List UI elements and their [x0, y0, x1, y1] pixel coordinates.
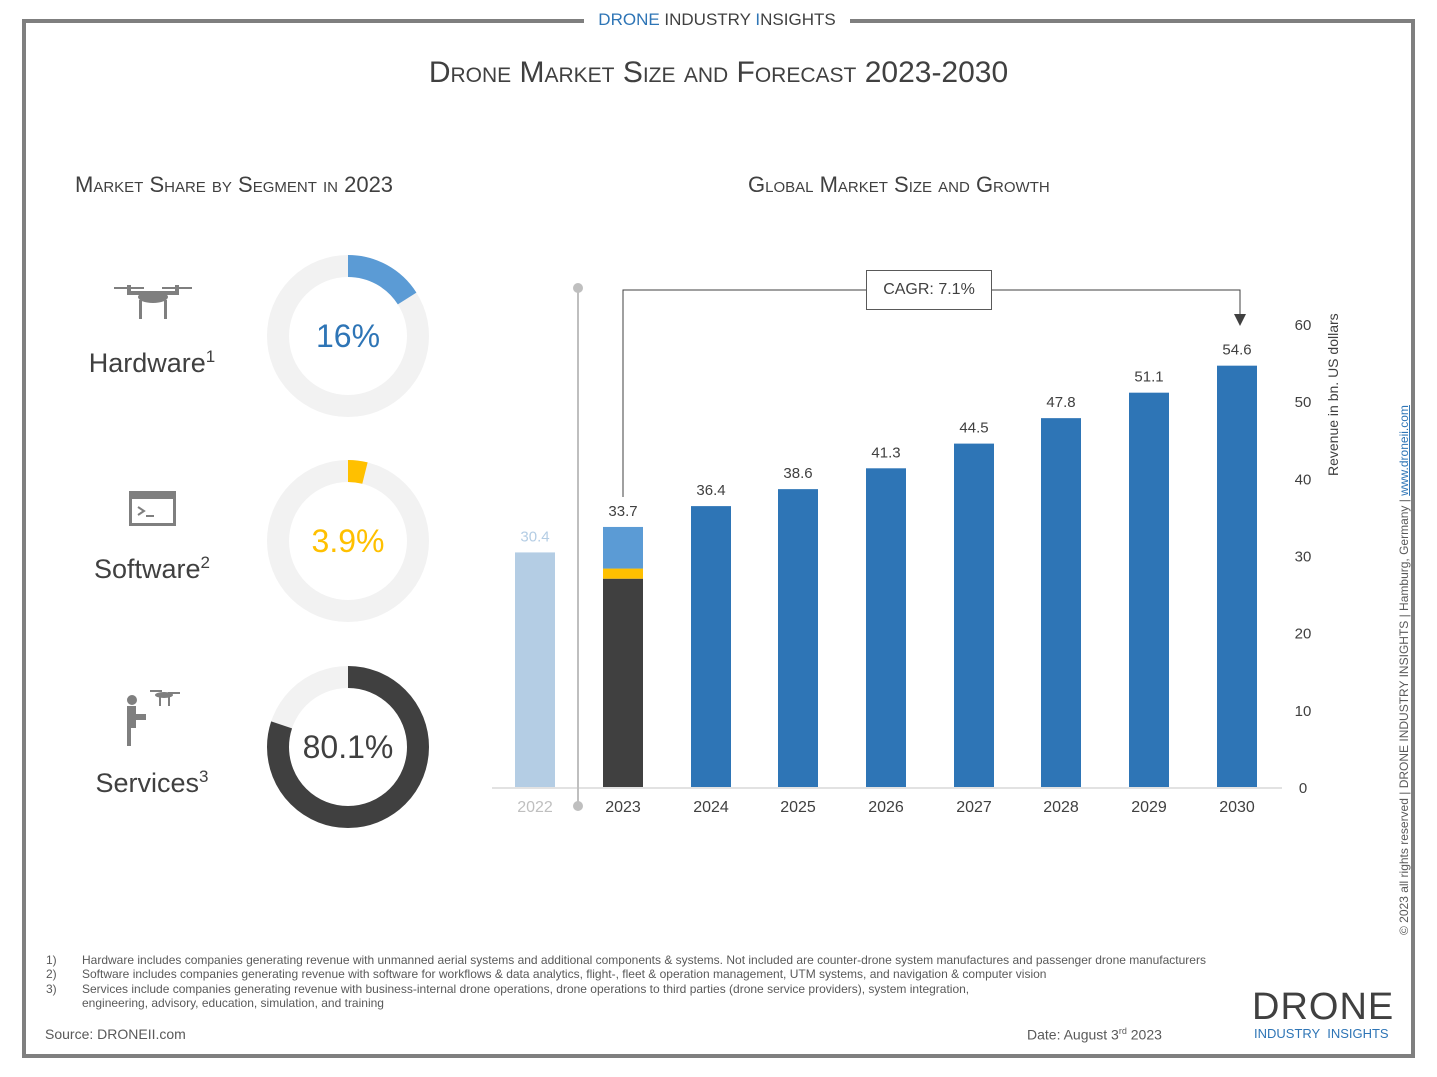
x-tick-label: 2024: [693, 799, 729, 816]
bar-2027: [954, 443, 994, 787]
bar-chart: 30.4 2022 33.7 2023 36.4 2024 38.6 2025 41.3 2026…: [492, 283, 1312, 816]
bar-2022: [515, 552, 555, 787]
hardware-share-label: 16%: [315, 318, 381, 354]
x-tick-label: 2029: [1131, 799, 1167, 816]
chart-title: Global Market Size and Growth: [748, 172, 1050, 197]
logo-industry-insights: INDUSTRY INSIGHTS: [1254, 1026, 1389, 1041]
software-share-label: 3.9%: [311, 523, 385, 559]
footnote-text: Hardware includes companies generating r…: [82, 953, 1206, 967]
source: Source: DRONEII.com: [45, 1026, 186, 1042]
bar-2025: [778, 489, 818, 787]
divider-dot: [573, 801, 583, 811]
top-brand: DRONE INDUSTRY INSIGHTS: [584, 10, 850, 30]
donut-arc-services: [267, 666, 429, 828]
drone-icon: [114, 285, 192, 319]
bar-2028: [1041, 418, 1081, 787]
footnote-text: Services include companies generating re…: [82, 981, 970, 996]
drone-pilot-icon: [127, 690, 180, 746]
y-axis-label: Revenue in bn. US dollars: [1325, 313, 1341, 476]
y-tick-label: 0: [1299, 780, 1307, 797]
footnote-text: Software includes companies generating r…: [82, 967, 1047, 982]
divider-dot: [573, 283, 583, 293]
data-label: 51.1: [1134, 369, 1163, 386]
bar-2026: [866, 468, 906, 787]
bar-segment-services: [603, 578, 643, 787]
cagr-line-left: [622, 289, 866, 497]
terminal-window-icon: [129, 491, 176, 526]
segment-label-hardware: Hardware1: [88, 347, 216, 378]
data-label: 54.6: [1222, 342, 1251, 359]
donut-charts: [267, 255, 429, 828]
bar-2030: [1217, 365, 1257, 787]
side-copyright: © 2023 all rights reserved | DRONE INDUS…: [1397, 405, 1411, 935]
x-tick-label: 2023: [605, 799, 641, 816]
x-tick-label: 2030: [1219, 799, 1255, 816]
cagr-annotation: CAGR: 7.1%: [866, 270, 992, 310]
y-tick-label: 40: [1295, 471, 1312, 488]
x-tick-label: 2028: [1043, 799, 1079, 816]
data-label: 36.4: [696, 482, 725, 499]
footnote-text: engineering, advisory, education, simula…: [82, 995, 384, 1010]
footnote-number: 1): [46, 953, 57, 967]
logo-drone: DRONE: [1252, 986, 1395, 1028]
segment-label-services: Services3: [95, 767, 209, 798]
data-label: 30.4: [520, 528, 549, 545]
data-label: 47.8: [1046, 394, 1075, 411]
y-tick-label: 50: [1295, 394, 1312, 411]
footnote-number: 2): [46, 967, 57, 982]
data-label: 44.5: [959, 420, 988, 437]
services-share-label: 80.1%: [302, 729, 394, 765]
y-tick-label: 30: [1295, 549, 1312, 566]
segment-label-software: Software2: [93, 553, 211, 584]
x-tick-label: 2025: [780, 799, 816, 816]
x-tick-label: 2026: [868, 799, 904, 816]
data-label: 38.6: [783, 465, 812, 482]
cagr-arrow-icon: [1234, 314, 1246, 326]
x-tick-label: 2027: [956, 799, 992, 816]
footnote-number: 3): [46, 981, 57, 996]
bar-2029: [1129, 392, 1169, 787]
x-tick-label: 2022: [517, 799, 553, 816]
bar-segment-software: [603, 568, 643, 579]
y-tick-label: 10: [1295, 703, 1312, 720]
website-link[interactable]: www.droneii.com: [1397, 405, 1411, 496]
date: Date: August 3rd 2023: [1027, 1026, 1162, 1043]
bar-segment-hardware: [603, 526, 643, 569]
data-label: 33.7: [608, 503, 637, 520]
page-title: Drone Market Size and Forecast 2023-2030: [428, 56, 1009, 89]
data-label: 41.3: [871, 444, 900, 461]
donut-arc-software: [267, 460, 429, 622]
y-tick-label: 20: [1295, 626, 1312, 643]
y-tick-label: 60: [1295, 317, 1312, 334]
segment-title: Market Share by Segment in 2023: [75, 172, 394, 197]
donut-arc-hardware: [267, 255, 429, 417]
cagr-line-right: [990, 289, 1241, 318]
bar-2024: [691, 506, 731, 787]
